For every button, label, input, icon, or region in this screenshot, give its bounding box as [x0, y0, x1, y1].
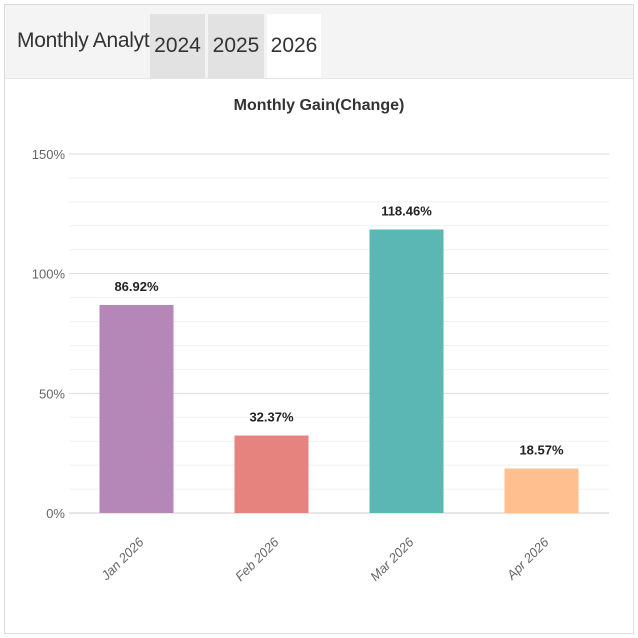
panel-title: Monthly Analytics — [17, 29, 175, 52]
analytics-panel: Monthly Analytics 2024 2025 2026 Monthly… — [4, 4, 634, 634]
bar-apr-2026[interactable] — [504, 468, 579, 513]
x-tick-label: Feb 2026 — [232, 534, 282, 584]
tab-2024[interactable]: 2024 — [150, 14, 205, 78]
data-label: 18.57% — [519, 443, 564, 458]
y-tick-label: 0% — [46, 506, 65, 521]
data-labels: 86.92% 32.37% 118.46% 18.57% — [114, 203, 564, 457]
x-tick-label: Apr 2026 — [503, 534, 552, 583]
x-tick-label: Jan 2026 — [97, 534, 147, 584]
y-tick-label: 100% — [32, 267, 66, 282]
tab-2025[interactable]: 2025 — [208, 14, 264, 78]
tab-2026[interactable]: 2026 — [267, 14, 321, 78]
bar-chart: 0%50%100%150% 86.92%32.37%118.46%18.57% … — [32, 147, 609, 584]
x-tick-label: Mar 2026 — [367, 534, 417, 584]
bar-jan-2026[interactable] — [99, 304, 174, 513]
bar-mar-2026[interactable] — [369, 229, 444, 514]
chart-title: Monthly Gain(Change) — [233, 97, 405, 114]
y-tick-label: 50% — [39, 386, 65, 401]
data-label: 118.46% — [381, 203, 432, 218]
data-label: 32.37% — [249, 410, 294, 425]
data-label: 86.92% — [114, 279, 159, 294]
y-tick-label: 150% — [32, 147, 66, 162]
x-axis: Jan 2026 Feb 2026 Mar 2026 Apr 2026 — [97, 534, 552, 584]
y-axis: 0% 50% 100% 150% — [32, 147, 66, 521]
bar-feb-2026[interactable] — [234, 435, 309, 513]
bars — [99, 229, 579, 514]
tab-bar: Monthly Analytics 2024 2025 2026 — [5, 5, 633, 79]
